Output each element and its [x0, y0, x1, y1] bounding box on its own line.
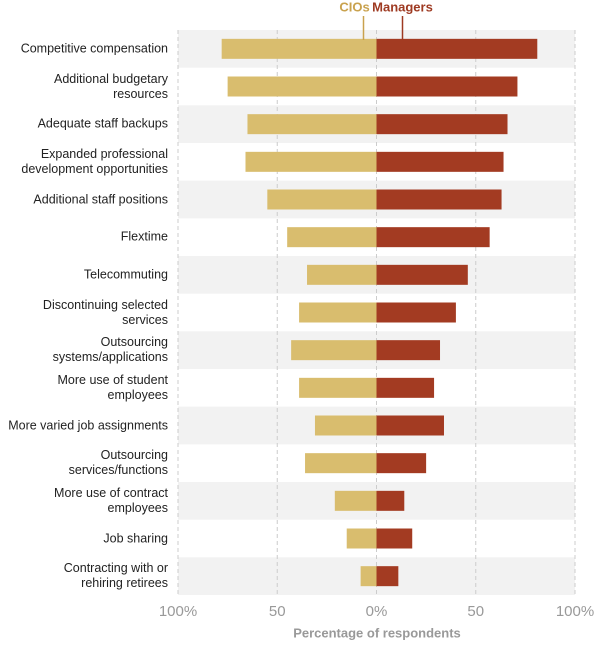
category-label: Additional staff positions [33, 192, 168, 206]
bar [299, 377, 377, 398]
category-label: More varied job assignments [8, 418, 168, 432]
legend-label: Managers [372, 0, 433, 14]
x-tick-label: 100% [556, 603, 594, 620]
bar [376, 490, 405, 511]
bar [307, 264, 377, 285]
legend-label: CIOs [339, 0, 369, 14]
category-label: Telecommuting [83, 267, 168, 282]
bar [376, 528, 413, 549]
bar [314, 415, 377, 436]
bar [334, 490, 377, 511]
bar [267, 189, 377, 210]
bar [376, 566, 399, 587]
category-label: Outsourcing systems/applications [52, 335, 168, 365]
category-label: Expanded professional development opport… [21, 146, 168, 176]
x-tick-label: 100% [159, 603, 197, 620]
bar [227, 76, 377, 97]
bar [291, 340, 377, 361]
category-label: More use of contract employees [54, 485, 168, 515]
bar [376, 415, 444, 436]
bar [376, 151, 504, 172]
bar [376, 189, 502, 210]
bar [346, 528, 377, 549]
category-label: Competitive compensation [20, 41, 168, 56]
x-tick-label: 50 [269, 603, 286, 620]
x-tick-label: 0% [366, 603, 388, 620]
x-axis-label: Percentage of respondents [293, 625, 461, 640]
bar [287, 227, 377, 248]
category-label: Flextime [120, 229, 168, 244]
bar [376, 76, 518, 97]
category-label: Additional budgetary resources [54, 71, 168, 101]
category-label: Adequate staff backups [37, 116, 168, 131]
x-tick-label: 50 [467, 603, 484, 620]
bar [376, 114, 508, 135]
bar [376, 227, 490, 248]
category-label: Discontinuing selected services [42, 297, 168, 327]
bar [376, 302, 456, 323]
category-label: Contracting with or rehiring retirees [63, 561, 168, 591]
bar [305, 453, 377, 474]
category-label: Job sharing [103, 531, 168, 545]
bar [376, 38, 538, 59]
bar [376, 340, 441, 361]
bar [376, 453, 427, 474]
bar [245, 151, 377, 172]
category-label: Outsourcing services/functions [68, 448, 168, 478]
bar [299, 302, 377, 323]
bar [221, 38, 377, 59]
category-label: More use of student employees [57, 372, 168, 402]
bar [376, 264, 468, 285]
bar [376, 377, 435, 398]
bar [247, 114, 377, 135]
bar [360, 566, 377, 587]
